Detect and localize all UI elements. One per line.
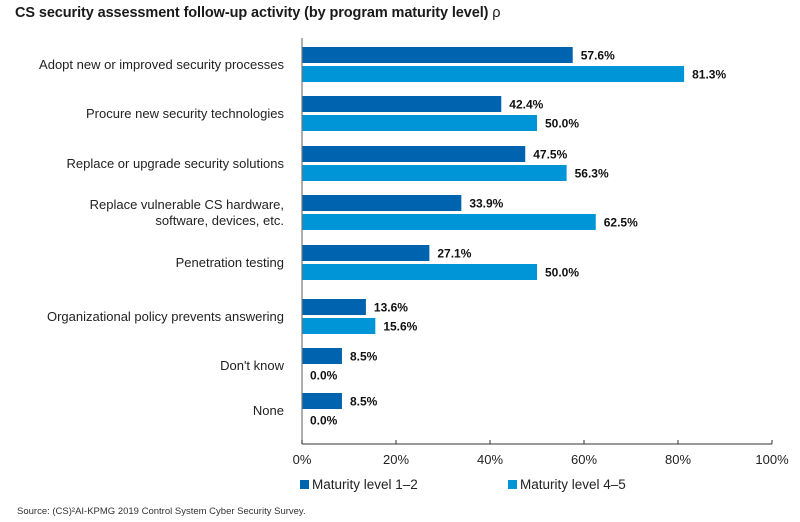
x-tick-label-0: 0% (293, 452, 312, 467)
x-tick-label-1: 20% (383, 452, 409, 467)
bar-series-1-cat-2 (302, 165, 567, 181)
x-tick-label-3: 60% (571, 452, 597, 467)
category-label-5: Organizational policy prevents answering (47, 309, 284, 324)
value-label-series-0-cat-2: 47.5% (533, 148, 567, 162)
value-label-series-0-cat-0: 57.6% (581, 49, 615, 63)
bar-series-0-cat-3 (302, 195, 462, 211)
value-label-series-0-cat-6: 8.5% (350, 350, 378, 364)
bar-series-1-cat-5 (302, 318, 376, 334)
value-label-series-0-cat-5: 13.6% (374, 301, 408, 315)
category-label-3-line-0: Replace vulnerable CS hardware, (90, 197, 284, 212)
bar-series-0-cat-6 (302, 348, 342, 364)
bar-series-1-cat-4 (302, 264, 537, 280)
value-label-series-0-cat-7: 8.5% (350, 395, 378, 409)
bar-series-1-cat-3 (302, 214, 596, 230)
chart-title-suffix: ρ (492, 5, 501, 21)
legend-swatch-series-0 (300, 480, 309, 489)
value-label-series-1-cat-3: 62.5% (604, 216, 638, 230)
legend-label-series-1: Maturity level 4–5 (520, 477, 626, 492)
bar-series-0-cat-2 (302, 146, 526, 162)
value-label-series-1-cat-5: 15.6% (383, 320, 417, 334)
category-label-6: Don't know (220, 358, 285, 373)
value-label-series-1-cat-0: 81.3% (692, 68, 726, 82)
x-tick-label-2: 40% (477, 452, 503, 467)
category-label-7: None (253, 403, 284, 418)
value-label-series-1-cat-7: 0.0% (310, 414, 338, 428)
value-label-series-0-cat-4: 27.1% (437, 247, 471, 261)
category-label-4: Penetration testing (176, 255, 284, 270)
category-label-0: Adopt new or improved security processes (39, 57, 284, 72)
legend-swatch-series-1 (508, 480, 517, 489)
value-label-series-1-cat-1: 50.0% (545, 117, 579, 131)
category-label-3-line-1: software, devices, etc. (155, 213, 284, 228)
legend-item-series-0: Maturity level 1–2 (300, 477, 418, 492)
legend-item-series-1: Maturity level 4–5 (508, 477, 626, 492)
value-label-series-0-cat-1: 42.4% (509, 98, 543, 112)
x-tick-label-5: 100% (755, 452, 789, 467)
bar-series-0-cat-1 (302, 96, 502, 112)
value-label-series-1-cat-6: 0.0% (310, 369, 338, 383)
value-label-series-0-cat-3: 33.9% (469, 197, 503, 211)
legend-label-series-0: Maturity level 1–2 (312, 477, 418, 492)
chart-title: CS security assessment follow-up activit… (15, 5, 501, 21)
chart-title-text: CS security assessment follow-up activit… (15, 5, 489, 21)
bar-series-0-cat-0 (302, 47, 573, 63)
x-tick-label-4: 80% (665, 452, 691, 467)
source-note: Source: (CS)²AI-KPMG 2019 Control System… (17, 506, 306, 517)
bar-series-0-cat-4 (302, 245, 430, 261)
value-label-series-1-cat-4: 50.0% (545, 266, 579, 280)
value-label-series-1-cat-2: 56.3% (575, 167, 609, 181)
bar-series-0-cat-7 (302, 393, 342, 409)
category-label-1: Procure new security technologies (86, 106, 284, 121)
bar-series-1-cat-1 (302, 115, 537, 131)
bar-series-1-cat-0 (302, 66, 685, 82)
bar-series-0-cat-5 (302, 299, 366, 315)
category-label-2: Replace or upgrade security solutions (66, 156, 284, 171)
